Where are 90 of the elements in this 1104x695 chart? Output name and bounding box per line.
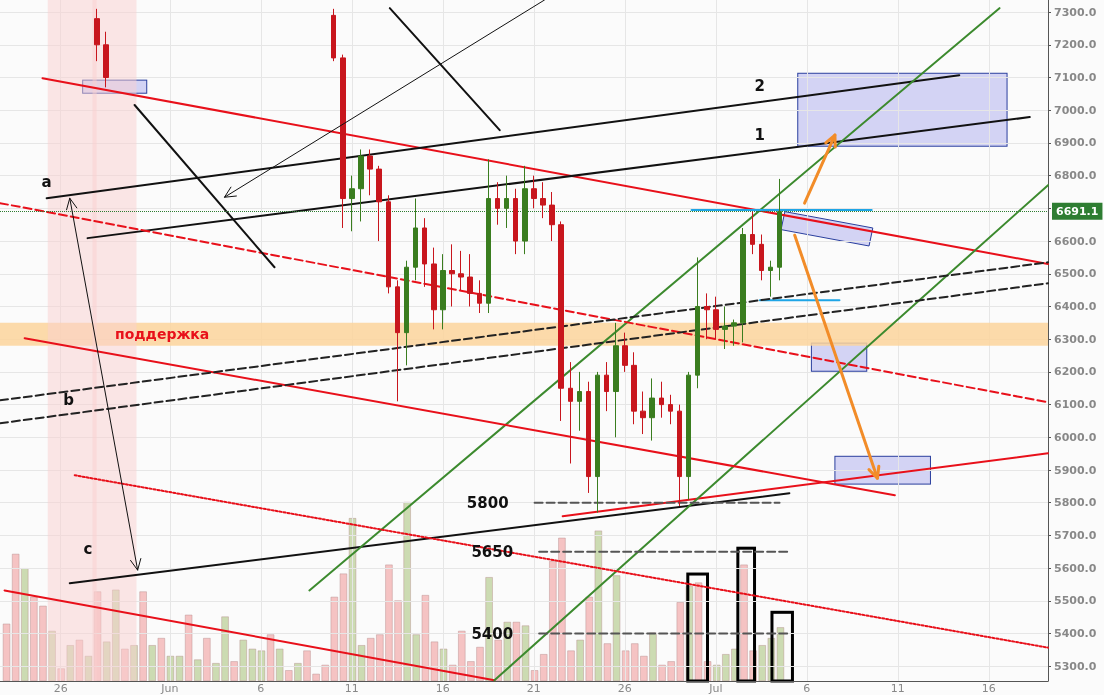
candlestick — [640, 391, 646, 435]
annotation: c — [83, 539, 93, 558]
y-tick-label: 7200.0 — [1054, 38, 1097, 52]
y-tick-label: 6300.0 — [1054, 332, 1097, 346]
candlestick — [513, 188, 518, 255]
x-tick-label: 26 — [617, 682, 632, 695]
x-tick-label: 6 — [803, 682, 811, 695]
candlestick — [367, 148, 373, 196]
y-tick-label: 6100.0 — [1054, 398, 1097, 412]
x-tick-label: 11 — [890, 682, 905, 695]
candlestick — [467, 253, 473, 307]
x-tick-label: 16 — [435, 682, 450, 695]
y-tick-label: 5500.0 — [1054, 594, 1097, 608]
candlestick — [386, 194, 391, 294]
candlestick — [558, 220, 564, 422]
candlestick — [422, 217, 427, 288]
candlestick — [504, 175, 509, 229]
candlestick — [531, 175, 537, 209]
candlestick — [458, 250, 464, 291]
x-tick-label: 11 — [344, 682, 359, 695]
candlestick — [331, 8, 336, 62]
candlestick — [649, 377, 655, 442]
candlestick — [376, 165, 382, 242]
candlestick — [413, 198, 418, 281]
candlestick — [740, 227, 746, 343]
candlestick — [704, 292, 710, 340]
candlestick — [695, 256, 700, 389]
candlestick — [768, 260, 773, 298]
x-tick-label: Jul — [708, 682, 723, 695]
y-tick-label: 6000.0 — [1054, 430, 1097, 444]
candlestick — [604, 361, 609, 412]
candlestick — [595, 371, 600, 514]
annotation: 2 — [754, 76, 766, 95]
candlestick — [731, 319, 737, 347]
candlestick — [477, 279, 482, 314]
candlestick — [677, 404, 682, 507]
y-tick-label: 6900.0 — [1054, 136, 1097, 150]
candlestick — [522, 165, 528, 255]
candlestick — [486, 158, 491, 314]
candlestick — [440, 253, 446, 330]
candlestick — [631, 351, 637, 425]
candlestick — [404, 260, 409, 366]
candlestick — [686, 371, 691, 500]
candlestick — [659, 381, 664, 419]
annotation: 5400 — [471, 624, 514, 643]
annotation: b — [63, 390, 75, 409]
ref-line-label: 6691.1 — [1056, 204, 1099, 218]
y-tick-label: 6500.0 — [1054, 267, 1097, 281]
candlestick — [431, 247, 437, 330]
y-tick-label: 7300.0 — [1054, 5, 1097, 19]
x-tick-label: Jun — [160, 682, 179, 695]
annotation: 5800 — [466, 493, 509, 512]
candlestick — [613, 322, 619, 438]
y-tick-label: 5800.0 — [1054, 496, 1097, 510]
y-tick-label: 7100.0 — [1054, 71, 1097, 85]
y-tick-label: 6200.0 — [1054, 365, 1097, 379]
candlestick — [495, 181, 500, 226]
candlestick — [540, 181, 546, 219]
annotation: a — [41, 172, 52, 191]
y-tick-label: 5600.0 — [1054, 561, 1097, 575]
candlestick — [622, 332, 628, 373]
x-tick-label: 6 — [257, 682, 265, 695]
y-tick-label: 5700.0 — [1054, 528, 1097, 542]
candlestick — [577, 371, 582, 432]
x-tick-label: 16 — [981, 682, 996, 695]
annotation: 1 — [754, 126, 766, 145]
candlestick — [668, 394, 673, 425]
candlestick — [722, 305, 728, 350]
candlestick — [759, 234, 764, 281]
candlestick — [586, 381, 591, 494]
candlestick — [713, 296, 719, 340]
y-tick-label: 5900.0 — [1054, 463, 1097, 477]
band-label: поддержка — [115, 326, 210, 343]
candlestick — [568, 361, 573, 464]
candlestick — [340, 54, 346, 229]
y-tick-label: 5300.0 — [1054, 659, 1097, 673]
candlestick — [750, 211, 755, 255]
x-tick-label: 21 — [526, 682, 541, 695]
candlestick — [395, 279, 400, 402]
y-tick-label: 6400.0 — [1054, 299, 1097, 313]
y-tick-label: 6600.0 — [1054, 234, 1097, 248]
candlestick — [549, 191, 555, 242]
candlestick — [777, 178, 782, 281]
y-tick-label: 7000.0 — [1054, 103, 1097, 117]
candlestick — [358, 148, 364, 222]
candlestick — [349, 175, 355, 232]
x-tick-label: 26 — [53, 682, 68, 695]
y-tick-label: 5400.0 — [1054, 627, 1097, 641]
y-tick-label: 6800.0 — [1054, 169, 1097, 183]
candlestick — [449, 243, 455, 307]
